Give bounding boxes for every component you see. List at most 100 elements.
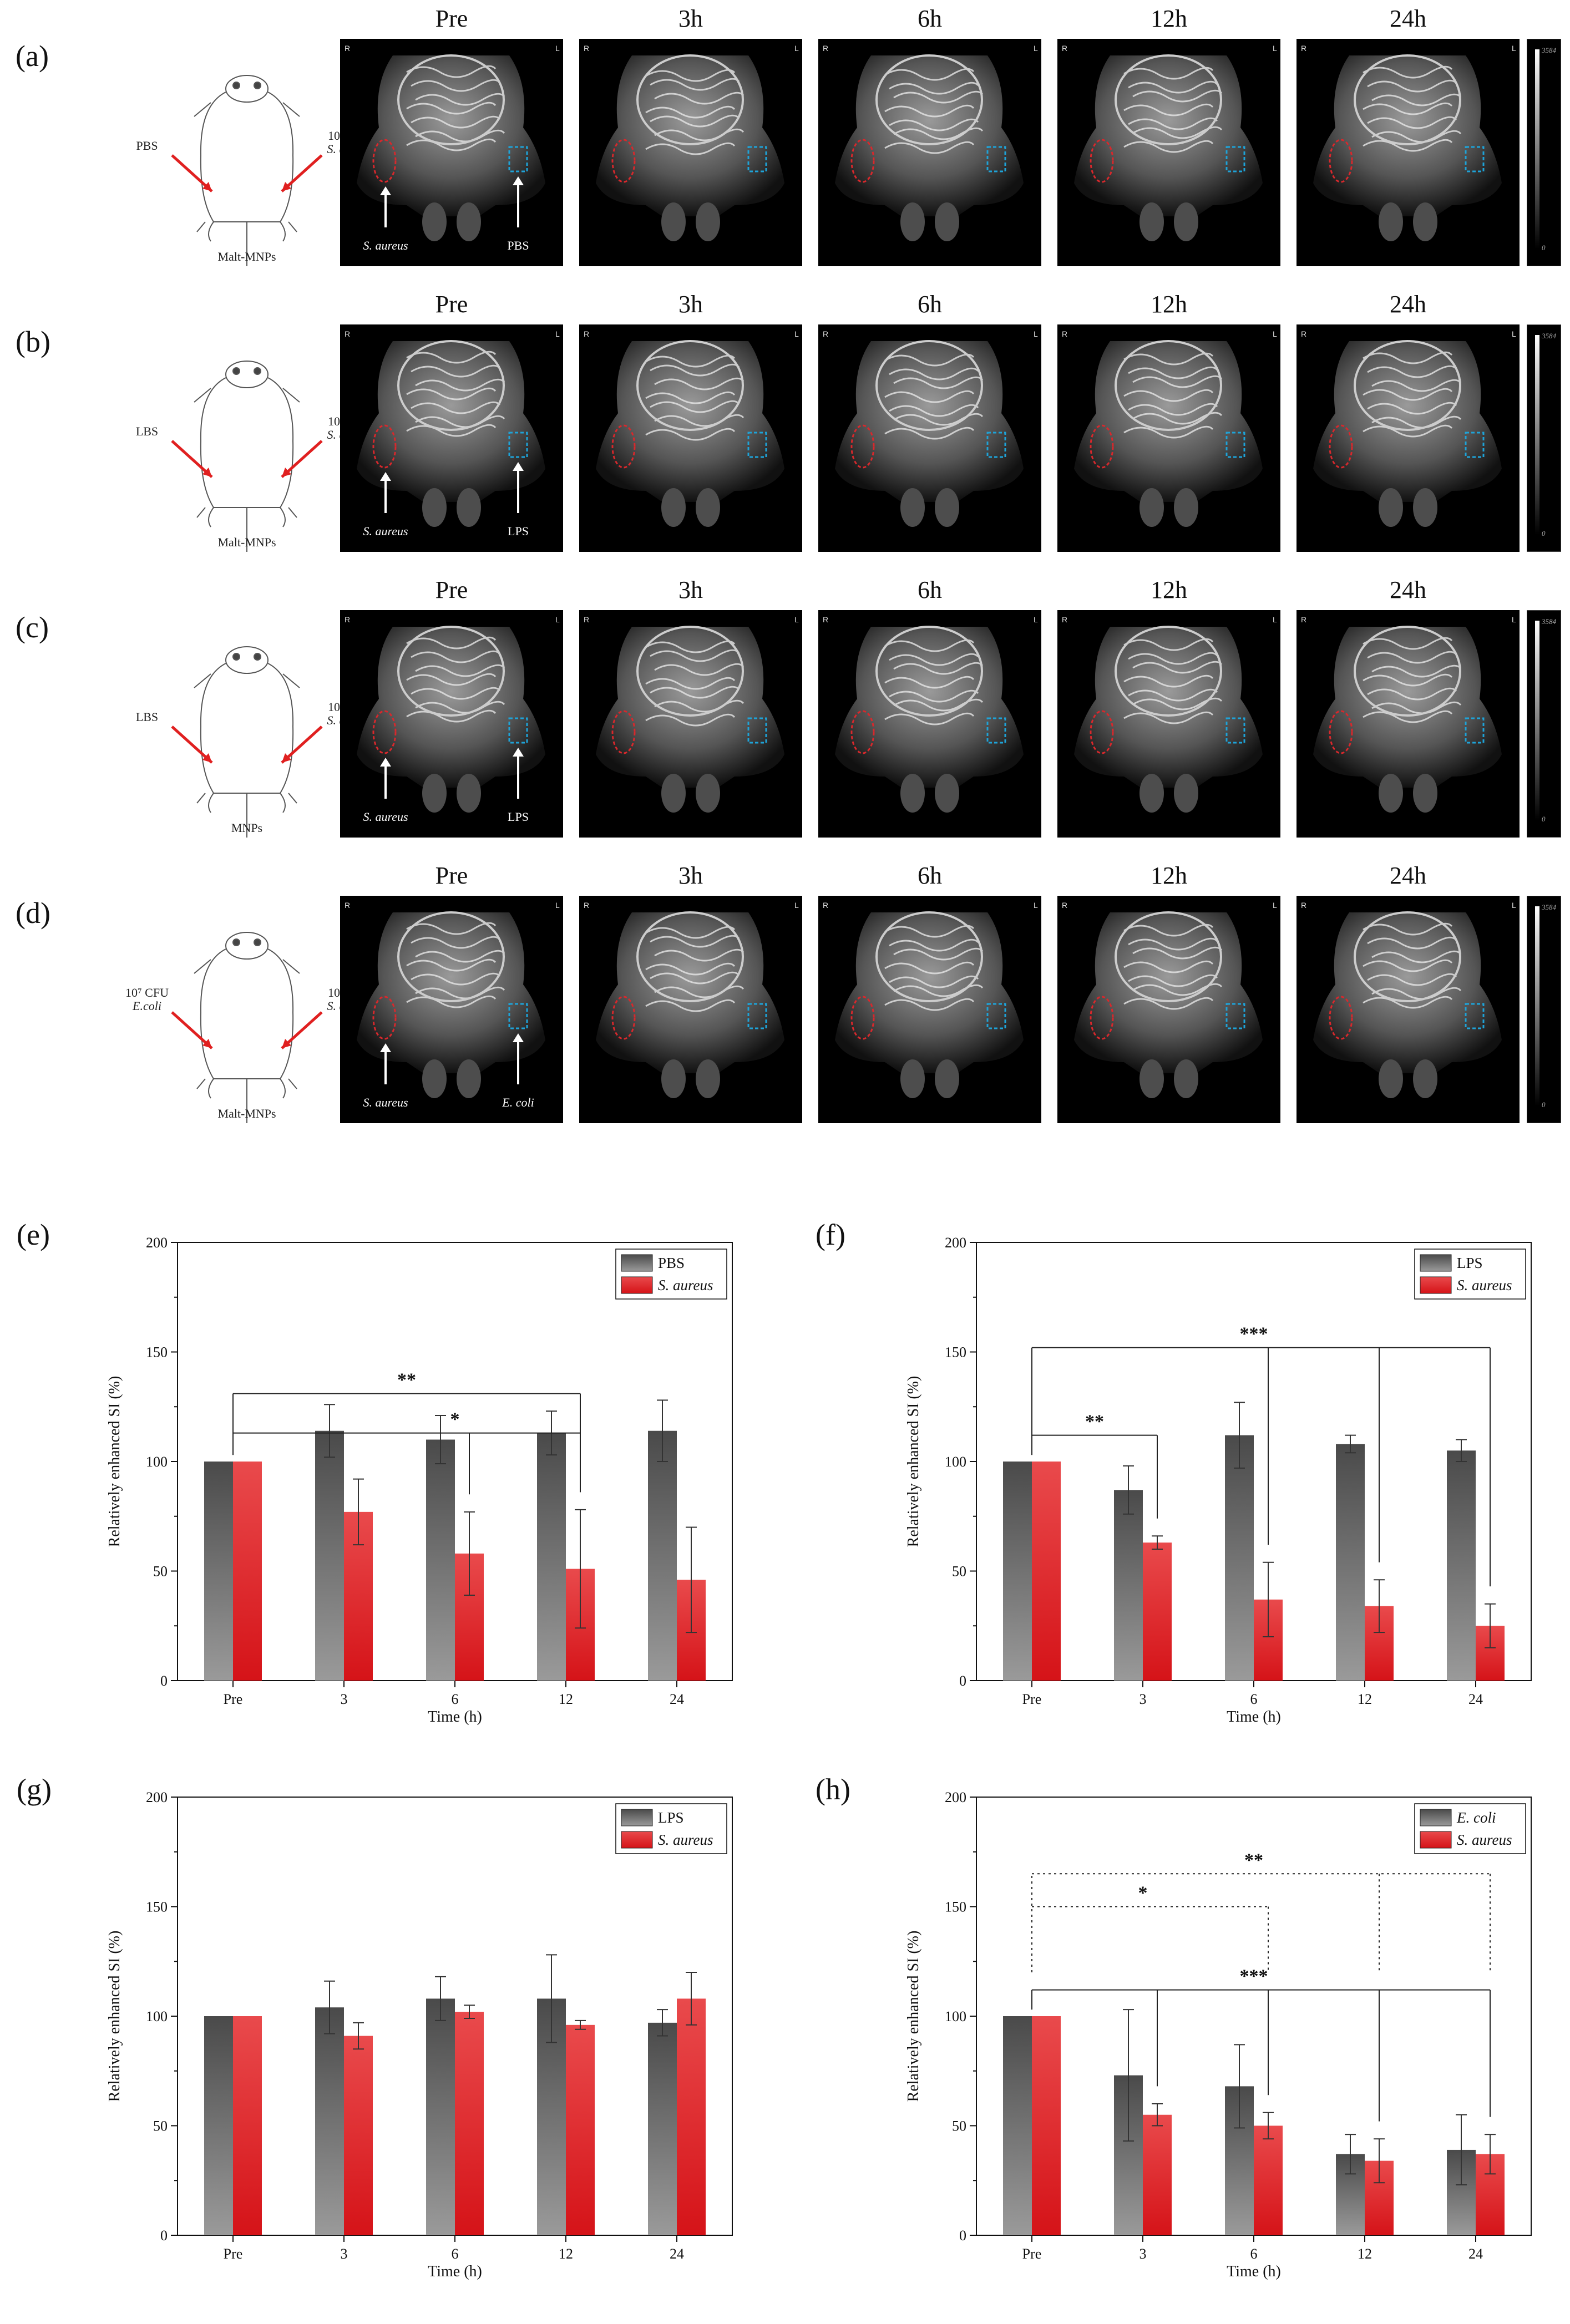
roi-control [986,432,1006,458]
legend-swatch [621,1276,653,1294]
legend-entry: E. coli [1456,1809,1496,1826]
y-axis-label: Relatively enhanced SI (%) [106,1931,123,2102]
side-label-right: R [1301,44,1306,53]
injection-arrow-right [281,725,323,764]
x-axis-label: Time (h) [1227,1708,1281,1726]
side-label-right: R [823,615,828,624]
y-tick-label: 0 [160,2227,168,2244]
mri-body-silhouette [1074,627,1263,788]
side-label-left: L [794,44,799,53]
mri-image: R L S. aureus LPS [340,324,563,552]
mri-body-silhouette [1074,55,1263,216]
y-axis-label: Relatively enhanced SI (%) [106,1376,123,1547]
bar-control [1114,1490,1143,1681]
roi-s-aureus [1090,424,1114,469]
y-tick-label: 0 [160,1673,168,1689]
roi-s-aureus [850,139,875,183]
x-tick-label: 12 [1358,2246,1372,2262]
x-tick-label: 24 [1468,2246,1483,2262]
x-tick-label: Pre [1022,2246,1042,2262]
x-tick-label: Pre [1022,1691,1042,1707]
side-label-right: R [823,329,828,338]
mri-body-silhouette [357,627,545,788]
x-tick-label: 3 [1139,2246,1147,2262]
mri-body-silhouette [357,341,545,502]
injection-arrow-left [171,1011,213,1049]
timepoint-header: 3h [678,862,703,889]
bar-chart: (e) 0 50 100 150 200 Pre 3 6 12 24 Time (h) Relative… [17,1217,754,1744]
bar-s-aureus [233,1462,262,1681]
probe-label: Malt-MNPs [217,250,276,263]
timepoint-header: 6h [918,291,942,318]
mri-body-silhouette [1074,912,1263,1073]
timepoint-header: 12h [1151,5,1187,32]
bar-chart: (f) 0 50 100 150 200 Pre 3 6 12 24 Time (h) Relative… [816,1217,1553,1744]
timepoint-header: 12h [1151,862,1187,889]
bar-s-aureus [455,2012,484,2235]
roi-control [1465,717,1485,744]
roi-arrow [380,758,391,767]
intensity-colorbar: 3584 0 [1527,610,1561,838]
bar-control [648,2022,677,2235]
mri-body-silhouette [1313,912,1502,1073]
legend-swatch [1420,1831,1452,1849]
x-tick-label: 6 [1250,2246,1258,2262]
roi-control [986,717,1006,744]
timepoint-header: 24h [1390,5,1426,32]
legend-swatch [621,1831,653,1849]
mri-body-silhouette [1313,55,1502,216]
side-label-left: L [1273,329,1277,338]
bar-chart: (h) 0 50 100 150 200 Pre 3 6 12 24 Time (h) Relative… [816,1772,1553,2299]
x-tick-label: 3 [341,2246,348,2262]
x-tick-label: Pre [224,1691,243,1707]
side-label-right: R [1062,901,1067,910]
roi-control [508,432,528,458]
side-label-right: R [584,901,589,910]
bar-control [1003,2016,1032,2235]
timepoint-header: Pre [435,576,468,603]
bar-control [1447,1450,1476,1681]
bar-control [1003,1462,1032,1681]
legend-entry: LPS [658,1809,684,1826]
x-tick-label: 6 [452,2246,459,2262]
timepoint-header: 24h [1390,576,1426,603]
bar-control [1225,1435,1254,1681]
y-tick-label: 150 [146,1899,168,1915]
bar-chart: (g) 0 50 100 150 200 Pre 3 6 12 24 Time (h) Relative… [17,1772,754,2299]
colorbar-min: 0 [1542,815,1546,823]
x-tick-label: 6 [452,1691,459,1707]
timepoint-header: 6h [918,5,942,32]
side-label-left: L [794,901,799,910]
roi-s-aureus [1329,996,1353,1040]
timepoint-header: 6h [918,862,942,889]
y-tick-label: 200 [945,1235,966,1251]
legend-entry: S. aureus [658,1831,713,1848]
injection-arrow-right [281,154,323,192]
side-label-right: R [1062,44,1067,53]
roi-arrow [513,462,524,471]
side-label-right: R [1301,329,1306,338]
roi-s-aureus [850,996,875,1040]
roi-control [1225,146,1245,172]
y-axis-label: Relatively enhanced SI (%) [905,1376,922,1547]
side-label-right: R [1301,901,1306,910]
roi-s-aureus [850,710,875,754]
mri-body-silhouette [1313,341,1502,502]
y-tick-label: 150 [945,1344,966,1361]
x-tick-label: 12 [559,2246,573,2262]
side-label-right: R [584,615,589,624]
bar-s-aureus [233,2016,262,2235]
timepoint-header: 24h [1390,862,1426,889]
roi-s-aureus [611,710,636,754]
side-label-left: L [1512,329,1516,338]
roi-label-blue: LPS [508,810,529,824]
timepoint-header: 24h [1390,291,1426,318]
colorbar-max: 3584 [1542,46,1556,54]
mri-body-silhouette [357,912,545,1073]
roi-s-aureus [611,996,636,1040]
